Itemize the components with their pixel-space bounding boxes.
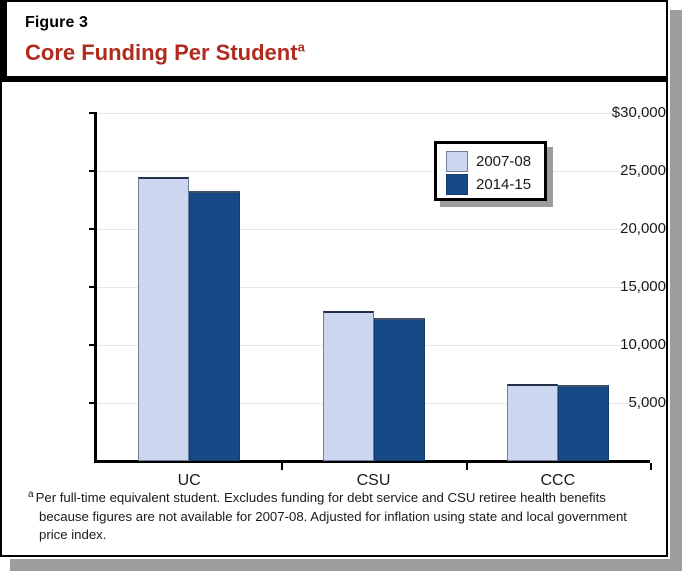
legend-swatch-icon-2014-15 [446, 174, 468, 195]
y-axis-tick [89, 402, 96, 404]
figure-header: Figure 3 Core Funding Per Studenta [2, 2, 666, 76]
legend-label-2014-15: 2014-15 [476, 176, 532, 193]
y-axis-label: 15,000 [620, 278, 666, 295]
legend-label-2007-08: 2007-08 [476, 153, 532, 170]
x-axis-tick [650, 463, 652, 470]
figure-title-text: Core Funding Per Student [25, 40, 298, 65]
chart-legend: 2007-08 2014-15 [434, 141, 553, 207]
x-axis-category-label-ccc: CCC [540, 472, 576, 489]
chart-plot-area: $30,000 25,000 20,000 15,000 10,000 5,000 UC C… [2, 82, 666, 489]
y-axis-label: 10,000 [620, 336, 666, 353]
header-divider [2, 76, 666, 82]
figure-shadow-bottom [10, 559, 682, 571]
legend-box: 2007-08 2014-15 [434, 141, 547, 201]
x-axis-category-label-uc: UC [177, 472, 201, 489]
legend-item-2014-15[interactable]: 2014-15 [446, 174, 531, 195]
x-axis-category-label-csu: CSU [356, 472, 391, 489]
y-axis-label: 25,000 [620, 162, 666, 179]
footnote-text: Per full-time equivalent student. Exclud… [35, 490, 627, 543]
y-axis-line [94, 112, 97, 463]
figure-shadow-right [670, 10, 682, 571]
gridline [96, 287, 650, 288]
gridline [96, 113, 650, 114]
y-axis-tick [89, 170, 96, 172]
bar-csu-2007-08[interactable] [322, 310, 374, 461]
y-axis-tick [89, 228, 96, 230]
y-axis-label: 5,000 [628, 394, 666, 411]
y-axis-label: 20,000 [620, 220, 666, 237]
bar-csu-2014-15[interactable] [373, 317, 425, 461]
bar-ccc-2014-15[interactable] [557, 385, 609, 461]
legend-swatch-icon-2007-08 [446, 151, 468, 172]
bar-uc-2007-08[interactable] [138, 176, 190, 461]
legend-item-2007-08[interactable]: 2007-08 [446, 151, 531, 172]
figure-footnote: a Per full-time equivalent student. Exclu… [28, 489, 628, 545]
figure-title: Core Funding Per Studenta [25, 40, 305, 66]
gridline [96, 171, 650, 172]
figure-title-footnote-marker: a [297, 39, 305, 55]
y-axis-tick [89, 112, 96, 114]
figure-frame: Figure 3 Core Funding Per Studenta $30,0… [0, 0, 668, 557]
footnote-marker: a [28, 488, 34, 500]
y-axis-label: $30,000 [611, 104, 666, 121]
footnote-body: a Per full-time equivalent student. Exclu… [28, 489, 628, 545]
y-axis-tick [89, 344, 96, 346]
y-axis-tick [89, 286, 96, 288]
bar-uc-2014-15[interactable] [189, 190, 241, 461]
figure-number: Figure 3 [25, 14, 89, 31]
x-axis-tick [465, 463, 468, 470]
gridline [96, 229, 650, 230]
x-axis-tick [281, 463, 284, 470]
x-axis-line [94, 460, 650, 463]
bar-ccc-2007-08[interactable] [506, 384, 558, 461]
